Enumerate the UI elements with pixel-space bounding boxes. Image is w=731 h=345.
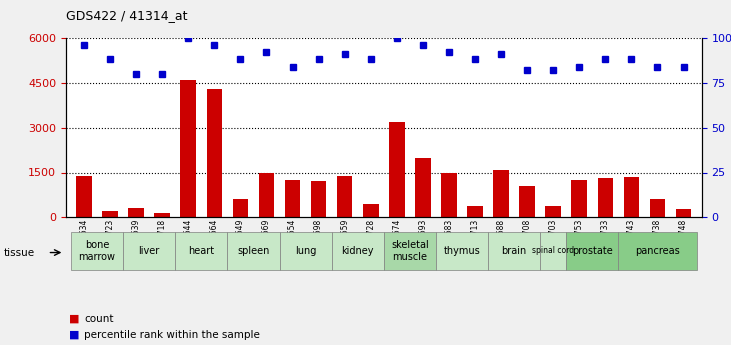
FancyBboxPatch shape — [488, 232, 540, 270]
FancyBboxPatch shape — [567, 232, 618, 270]
FancyBboxPatch shape — [618, 232, 697, 270]
Bar — [207, 89, 222, 217]
Text: GDS422 / 41314_at: GDS422 / 41314_at — [66, 9, 187, 22]
FancyBboxPatch shape — [384, 232, 436, 270]
Text: count: count — [84, 314, 113, 324]
Text: lung: lung — [295, 246, 317, 256]
Bar — [129, 208, 144, 217]
Text: ■: ■ — [69, 330, 80, 339]
Bar — [650, 199, 665, 217]
Text: thymus: thymus — [444, 246, 480, 256]
FancyBboxPatch shape — [175, 232, 227, 270]
Text: heart: heart — [189, 246, 214, 256]
Text: bone
marrow: bone marrow — [78, 240, 115, 262]
Bar — [415, 158, 431, 217]
Text: liver: liver — [139, 246, 160, 256]
Bar — [337, 176, 352, 217]
FancyBboxPatch shape — [332, 232, 384, 270]
Bar — [154, 213, 170, 217]
FancyBboxPatch shape — [71, 232, 123, 270]
Bar — [363, 204, 379, 217]
Bar — [389, 122, 405, 217]
FancyBboxPatch shape — [436, 232, 488, 270]
Bar — [519, 186, 535, 217]
Bar — [467, 206, 482, 217]
Bar — [675, 209, 692, 217]
FancyBboxPatch shape — [123, 232, 175, 270]
Bar — [624, 177, 639, 217]
Text: spleen: spleen — [238, 246, 270, 256]
FancyBboxPatch shape — [540, 232, 567, 270]
Text: brain: brain — [501, 246, 527, 256]
Bar — [493, 170, 509, 217]
Text: percentile rank within the sample: percentile rank within the sample — [84, 330, 260, 339]
Bar — [102, 211, 118, 217]
FancyBboxPatch shape — [279, 232, 332, 270]
Text: skeletal
muscle: skeletal muscle — [391, 240, 428, 262]
Text: prostate: prostate — [572, 246, 613, 256]
Bar — [181, 80, 196, 217]
Bar — [285, 180, 300, 217]
Bar — [76, 176, 92, 217]
Text: spinal cord: spinal cord — [532, 246, 575, 256]
Bar — [232, 199, 249, 217]
Text: tissue: tissue — [4, 248, 35, 257]
Bar — [545, 206, 561, 217]
Bar — [259, 173, 274, 217]
Bar — [572, 180, 587, 217]
Text: pancreas: pancreas — [635, 246, 680, 256]
Text: ■: ■ — [69, 314, 80, 324]
Bar — [311, 181, 327, 217]
FancyBboxPatch shape — [227, 232, 279, 270]
Bar — [597, 178, 613, 217]
Bar — [441, 173, 457, 217]
Text: kidney: kidney — [341, 246, 374, 256]
